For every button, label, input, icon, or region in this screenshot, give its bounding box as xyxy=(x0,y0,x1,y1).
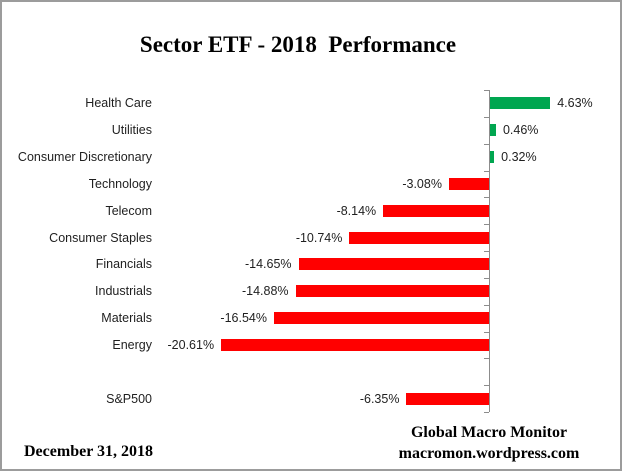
performance-bar xyxy=(490,124,496,137)
axis-tick xyxy=(484,90,489,91)
attribution-source: Global Macro Monitor xyxy=(410,424,568,441)
performance-bar xyxy=(349,231,489,244)
chart-title: Sector ETF - 2018 Performance xyxy=(139,32,457,57)
axis-tick xyxy=(484,117,489,118)
performance-bar xyxy=(273,312,489,325)
value-label: -3.08% xyxy=(402,176,442,191)
value-label: 4.63% xyxy=(557,96,593,111)
value-label: 0.32% xyxy=(501,150,537,165)
category-label: S&P500 xyxy=(106,391,152,406)
axis-tick xyxy=(484,197,489,198)
value-label: -10.74% xyxy=(295,230,343,245)
axis-tick xyxy=(484,358,489,359)
performance-bar xyxy=(490,151,495,164)
value-label: -6.35% xyxy=(359,391,400,406)
axis-tick xyxy=(484,385,489,386)
value-label: -14.88% xyxy=(241,284,289,299)
performance-bar xyxy=(448,177,489,190)
category-label: Telecom xyxy=(105,203,152,218)
axis-tick xyxy=(484,171,489,172)
axis-tick xyxy=(484,305,489,306)
axis-tick xyxy=(484,224,489,225)
performance-bar xyxy=(490,97,551,110)
zero-axis-line xyxy=(489,90,490,412)
category-label: Consumer Discretionary xyxy=(17,150,152,165)
category-label: Financials xyxy=(95,257,152,272)
performance-bar xyxy=(295,285,489,298)
axis-tick xyxy=(484,251,489,252)
performance-bar xyxy=(221,338,489,351)
attribution-block: Global Macro Monitor macromon.wordpress.… xyxy=(374,422,604,464)
axis-tick xyxy=(484,144,489,145)
value-label: -20.61% xyxy=(167,337,215,352)
category-label: Utilities xyxy=(111,123,152,138)
value-label: -8.14% xyxy=(336,203,377,218)
performance-bar xyxy=(406,392,489,405)
category-label: Consumer Staples xyxy=(49,230,152,245)
plot-area: Health Care 4.63% Utilities 0.46% Consumer D… xyxy=(2,90,620,413)
date-label: December 31, 2018 xyxy=(24,443,153,460)
category-label: Industrials xyxy=(95,284,152,299)
category-label: Materials xyxy=(101,311,152,326)
axis-tick xyxy=(484,278,489,279)
axis-tick xyxy=(484,412,489,413)
performance-bar xyxy=(383,204,489,217)
value-label: -14.65% xyxy=(244,257,292,272)
performance-bar xyxy=(298,258,489,271)
category-label: Health Care xyxy=(85,96,152,111)
category-label: Technology xyxy=(88,176,152,191)
value-label: -16.54% xyxy=(220,311,267,326)
category-label: Energy xyxy=(112,337,152,352)
value-label: 0.46% xyxy=(502,123,539,138)
axis-tick xyxy=(484,332,489,333)
attribution-url: macromon.wordpress.com xyxy=(398,445,580,462)
